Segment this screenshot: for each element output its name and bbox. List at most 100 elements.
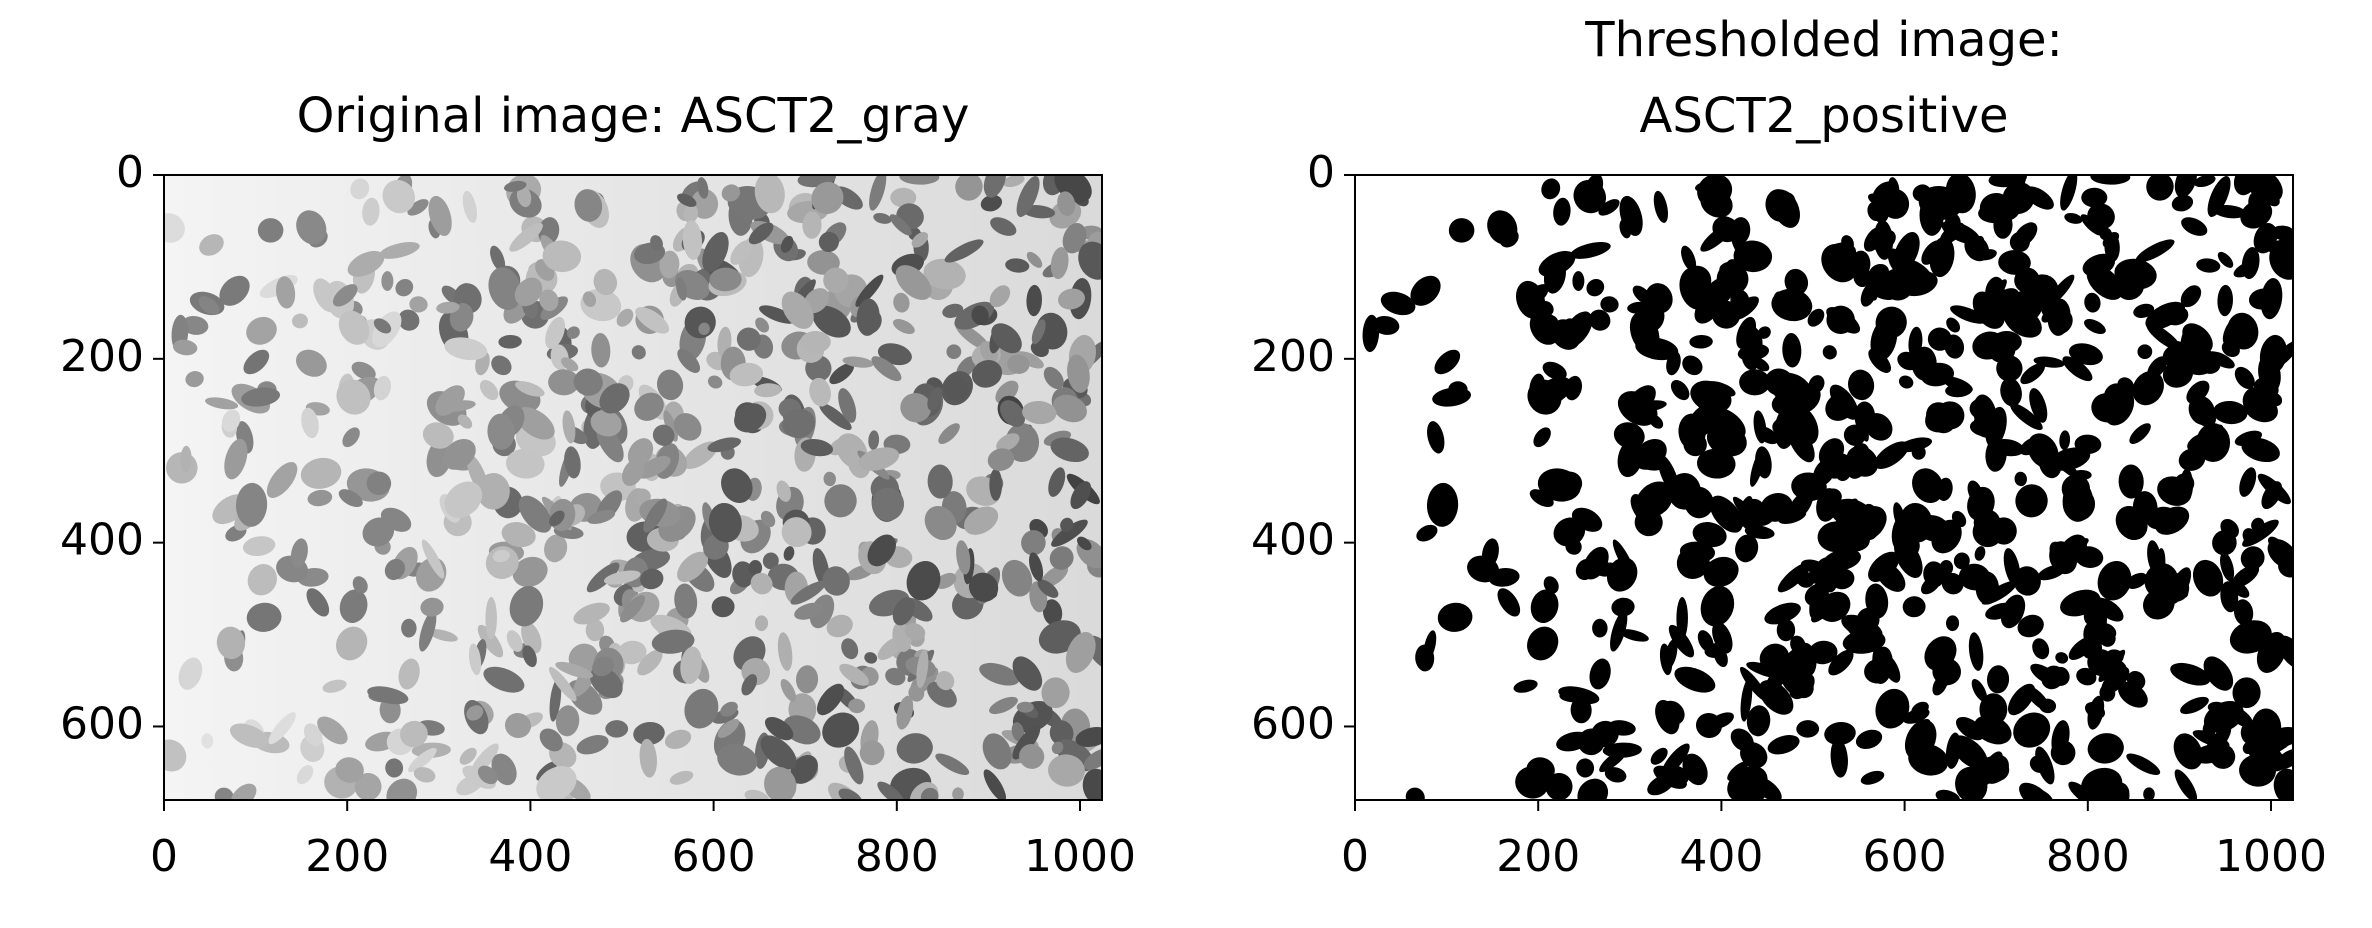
image-blob bbox=[1740, 678, 1753, 722]
image-blob bbox=[1782, 332, 1802, 368]
image-blob bbox=[1739, 369, 1771, 396]
image-blob bbox=[1875, 688, 1910, 729]
image-blob bbox=[635, 307, 670, 334]
image-blob bbox=[561, 357, 579, 372]
image-blob bbox=[301, 407, 319, 439]
image-blob bbox=[651, 629, 695, 654]
image-blob bbox=[2062, 356, 2093, 382]
image-blob bbox=[1781, 409, 1813, 437]
image-blob bbox=[955, 175, 983, 201]
image-blob bbox=[1051, 741, 1064, 754]
image-blob bbox=[1657, 705, 1675, 721]
image-blob bbox=[347, 250, 385, 277]
image-blob bbox=[682, 220, 703, 260]
image-blob bbox=[683, 204, 699, 224]
image-blob bbox=[1530, 589, 1559, 623]
image-blob bbox=[1925, 403, 1958, 433]
image-blob bbox=[1577, 778, 1609, 800]
image-blob bbox=[2118, 387, 2134, 411]
image-blob bbox=[307, 489, 333, 507]
image-blob bbox=[436, 301, 460, 314]
image-blob bbox=[1939, 560, 1954, 576]
image-blob bbox=[1586, 278, 1605, 297]
image-blob bbox=[856, 298, 880, 336]
image-blob bbox=[1650, 747, 1668, 765]
image-blob bbox=[1626, 385, 1656, 416]
image-blob bbox=[927, 387, 943, 411]
image-blob bbox=[869, 175, 887, 211]
image-blob bbox=[893, 292, 910, 313]
image-blob bbox=[989, 285, 1011, 308]
image-blob bbox=[892, 597, 915, 626]
image-blob bbox=[362, 197, 380, 226]
image-blob bbox=[1848, 369, 1875, 401]
image-blob bbox=[1868, 348, 1892, 373]
image-blob bbox=[1604, 767, 1627, 783]
image-blob bbox=[659, 250, 680, 279]
image-blob bbox=[2029, 788, 2054, 800]
image-blob bbox=[800, 438, 834, 457]
image-blob bbox=[620, 595, 645, 623]
x-tick-label: 400 bbox=[1679, 831, 1763, 882]
image-blob bbox=[946, 344, 962, 360]
image-blob bbox=[354, 772, 382, 800]
image-blob bbox=[818, 231, 839, 253]
image-blob bbox=[1808, 640, 1838, 665]
image-blob bbox=[1043, 366, 1064, 390]
image-blob bbox=[2258, 354, 2281, 393]
image-blob bbox=[983, 769, 1007, 800]
image-blob bbox=[204, 397, 239, 410]
image-blob bbox=[2017, 614, 2044, 638]
image-blob bbox=[2146, 175, 2174, 201]
image-blob bbox=[2102, 231, 2120, 248]
image-blob bbox=[401, 618, 417, 638]
image-blob bbox=[989, 468, 1003, 501]
image-blob bbox=[199, 234, 224, 256]
image-blob bbox=[1700, 585, 1735, 627]
image-blob bbox=[290, 538, 308, 568]
image-blob bbox=[2217, 284, 2233, 317]
image-blob bbox=[754, 175, 785, 214]
image-blob bbox=[971, 360, 1003, 388]
image-blob bbox=[509, 223, 543, 252]
x-tick-label: 1000 bbox=[1024, 831, 1136, 882]
image-blob bbox=[1065, 631, 1096, 673]
image-blob bbox=[982, 733, 1012, 770]
image-blob bbox=[927, 464, 953, 499]
image-blob bbox=[428, 629, 458, 642]
image-blob bbox=[246, 316, 277, 345]
image-blob bbox=[673, 413, 702, 441]
image-blob bbox=[1026, 284, 1042, 317]
image-blob bbox=[980, 194, 1003, 212]
image-blob bbox=[674, 583, 698, 619]
image-blob bbox=[657, 369, 684, 401]
image-blob bbox=[2232, 677, 2261, 709]
image-blob bbox=[1372, 315, 1400, 335]
image-blob bbox=[477, 765, 498, 785]
image-blob bbox=[164, 739, 187, 772]
image-blob bbox=[1871, 646, 1893, 684]
image-blob bbox=[942, 303, 964, 318]
image-blob bbox=[1777, 562, 1811, 593]
image-blob bbox=[842, 356, 874, 368]
image-blob bbox=[1908, 743, 1949, 776]
image-blob bbox=[956, 540, 971, 575]
chart-title: Thresholded image: ASCT2_positive bbox=[1584, 12, 2063, 144]
image-blob bbox=[2086, 265, 2123, 300]
image-blob bbox=[2174, 175, 2197, 198]
image-blob bbox=[1921, 240, 1943, 265]
image-blob bbox=[1695, 180, 1718, 192]
image-blob bbox=[214, 787, 234, 800]
x-tick-label: 800 bbox=[2046, 831, 2130, 882]
image-blob bbox=[1727, 761, 1749, 781]
image-blob bbox=[1434, 349, 1461, 375]
image-blob bbox=[1874, 204, 1890, 224]
image-blob bbox=[900, 393, 932, 423]
image-blob bbox=[591, 332, 611, 368]
image-blob bbox=[1778, 509, 1807, 524]
image-blob bbox=[504, 712, 532, 739]
image-blob bbox=[216, 626, 246, 660]
image-blob bbox=[1706, 407, 1746, 440]
image-blob bbox=[1432, 387, 1472, 407]
x-tick-label: 0 bbox=[1341, 831, 1369, 882]
